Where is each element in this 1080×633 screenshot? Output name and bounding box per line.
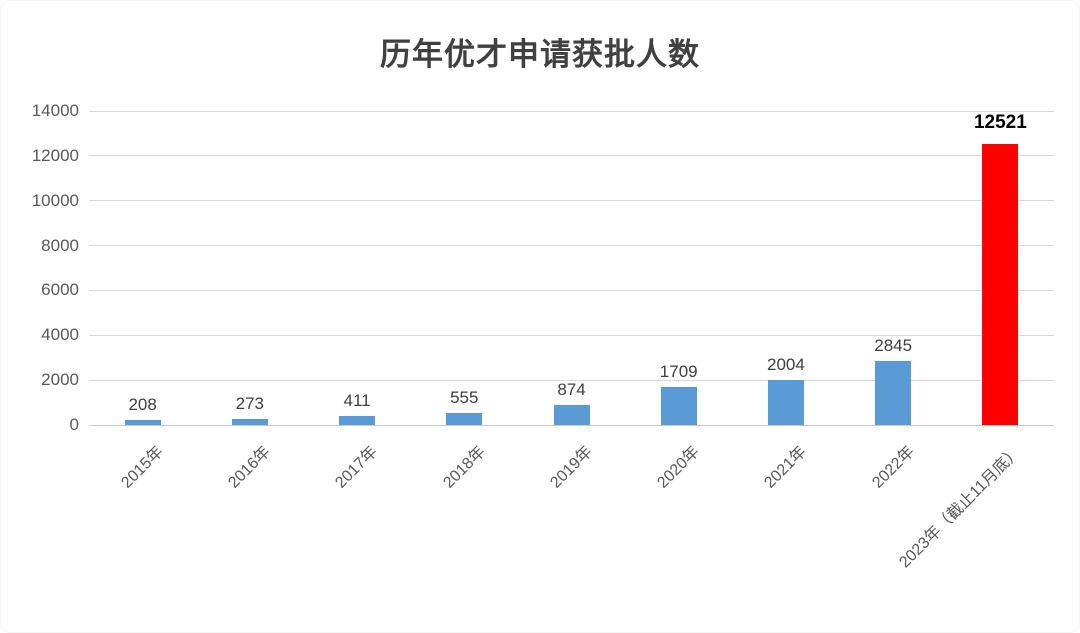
value-label-2018年: 555 xyxy=(450,387,479,407)
x-tick-label-2018年: 2018年 xyxy=(440,443,489,492)
bar-2022年 xyxy=(875,361,912,425)
x-tick-label-2020年: 2020年 xyxy=(654,443,703,492)
y-tick-label-6000: 6000 xyxy=(41,280,79,300)
chart-title: 历年优才申请获批人数 xyxy=(380,37,700,72)
value-label-2017年: 411 xyxy=(343,390,371,410)
bar-2016年 xyxy=(231,418,268,425)
gridline-2000 xyxy=(89,379,1054,381)
bar-2019年 xyxy=(553,405,590,425)
gridline-0 xyxy=(89,424,1054,426)
value-label-2016年: 273 xyxy=(235,393,265,413)
gridline-10000 xyxy=(89,200,1054,202)
value-label-2019年: 874 xyxy=(557,380,586,400)
bar-2018年 xyxy=(446,412,483,425)
gridline-14000 xyxy=(89,110,1054,112)
bar-2015年 xyxy=(124,420,161,425)
y-tick-label-12000: 12000 xyxy=(31,145,79,165)
gridline-8000 xyxy=(89,245,1054,247)
value-label-2020年: 1709 xyxy=(659,361,698,381)
gridline-6000 xyxy=(89,289,1054,291)
gridline-12000 xyxy=(89,155,1054,157)
plot-area: 208 273 411 555 874 1709 2004 2845 12521 xyxy=(89,110,1054,426)
y-tick-label-14000: 14000 xyxy=(31,101,79,120)
y-tick-label-10000: 10000 xyxy=(31,190,79,210)
gridline-4000 xyxy=(89,334,1054,336)
x-tick-label-2016年: 2016年 xyxy=(225,443,275,492)
value-label-2023年（截止11月底）: 12521 xyxy=(973,112,1027,134)
y-tick-label-4000: 4000 xyxy=(41,325,79,345)
y-axis: 0 2000 4000 6000 8000 10000 12000 14000 xyxy=(1,102,79,434)
value-label-2015年: 208 xyxy=(128,395,157,415)
y-tick-label-0: 0 xyxy=(69,415,79,434)
value-label-2021年: 2004 xyxy=(767,355,805,375)
value-label-2022年: 2845 xyxy=(874,336,913,356)
bar-2023年（截止11月底） xyxy=(982,144,1019,425)
y-tick-label-2000: 2000 xyxy=(41,370,79,390)
bar-2021年 xyxy=(767,380,804,425)
x-tick-label-2022年: 2022年 xyxy=(868,443,918,492)
x-tick-label-2021年: 2021年 xyxy=(761,443,811,492)
bar-2017年 xyxy=(339,415,376,425)
bar-2020年 xyxy=(660,386,697,425)
x-axis: 2015年 2016年 2017年 2018年 2019年 2020年 2021年 2022年… xyxy=(89,425,1054,625)
y-tick-label-8000: 8000 xyxy=(41,235,79,255)
x-tick-label-2019年: 2019年 xyxy=(547,443,596,492)
x-tick-label-2017年: 2017年 xyxy=(332,443,382,492)
x-tick-label-2015年: 2015年 xyxy=(118,443,167,492)
